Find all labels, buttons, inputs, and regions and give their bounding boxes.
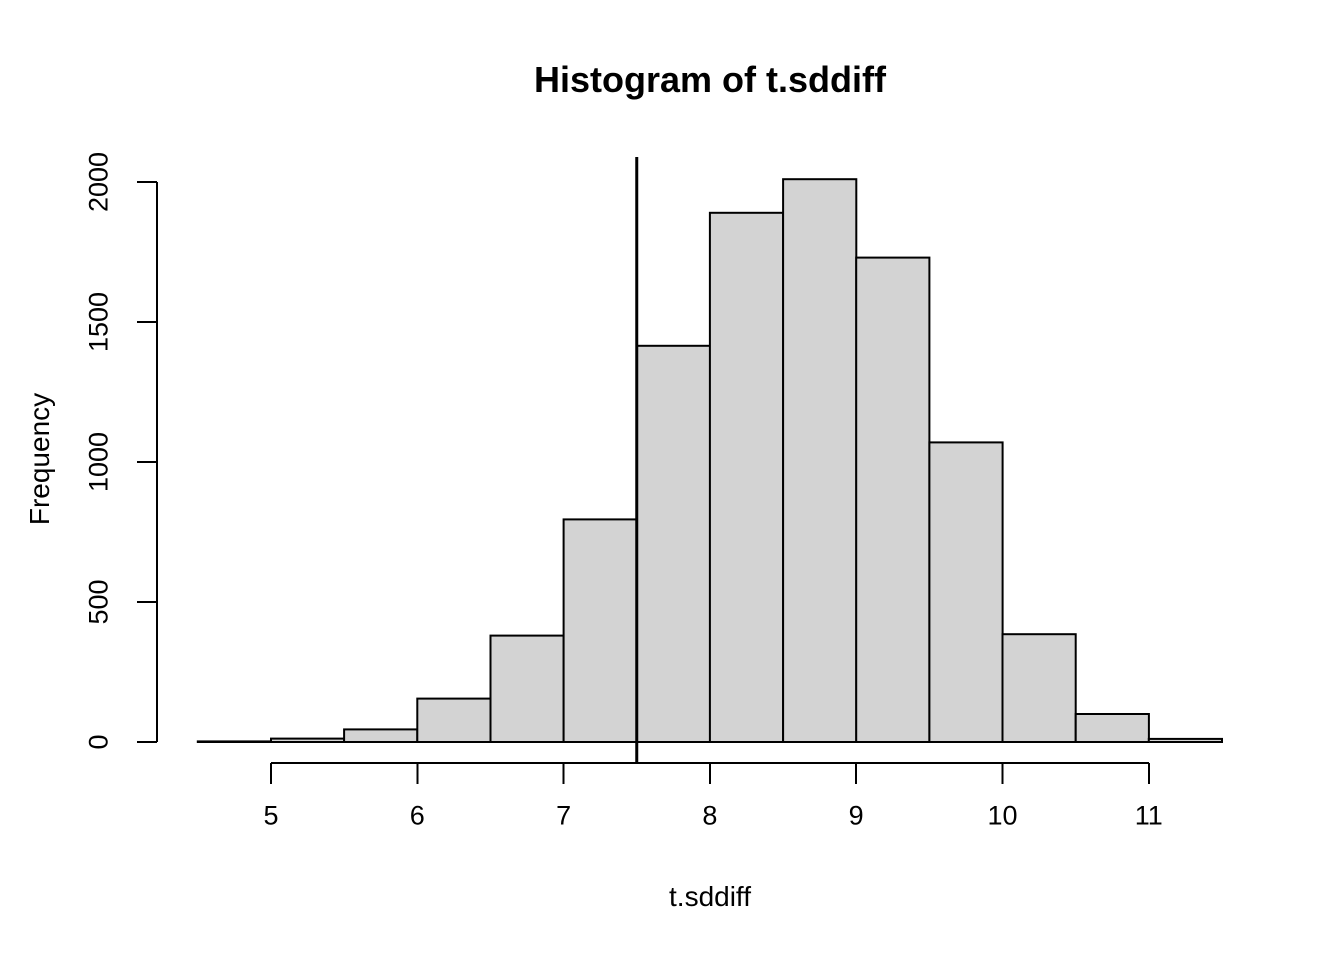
x-tick-label: 6: [409, 800, 425, 831]
histogram-bar: [196, 740, 272, 744]
histogram-bar: [416, 697, 492, 743]
x-tick-label: 7: [556, 800, 572, 831]
y-tick-label: 1000: [83, 431, 114, 493]
histogram-bar: [562, 518, 638, 744]
histogram-bar: [270, 737, 346, 743]
y-tick-label: 1500: [83, 291, 114, 353]
histogram-bar: [635, 344, 711, 743]
chart-title: Histogram of t.sddiff: [534, 59, 886, 100]
x-tick-label: 11: [1134, 800, 1163, 831]
y-tick-label: 2000: [83, 151, 114, 213]
histogram-bar: [855, 256, 931, 743]
y-axis-title: Frequency: [24, 392, 55, 526]
histogram-bar: [928, 441, 1004, 743]
histogram-bar: [1001, 633, 1077, 744]
histogram-bar: [708, 211, 785, 744]
y-tick-label: 0: [83, 734, 114, 750]
x-tick-label: 5: [263, 800, 279, 831]
x-tick-label: 10: [987, 800, 1018, 831]
histogram-bar: [489, 634, 565, 743]
y-tick-label: 500: [83, 579, 114, 625]
x-tick-label: 9: [848, 800, 864, 831]
histogram-bar: [343, 728, 419, 744]
histogram-bar: [1074, 713, 1150, 743]
histogram-bar: [1147, 737, 1224, 744]
x-axis-title: t.sddiff: [669, 881, 751, 912]
histogram-bar: [782, 178, 858, 743]
x-tick-label: 8: [702, 800, 718, 831]
